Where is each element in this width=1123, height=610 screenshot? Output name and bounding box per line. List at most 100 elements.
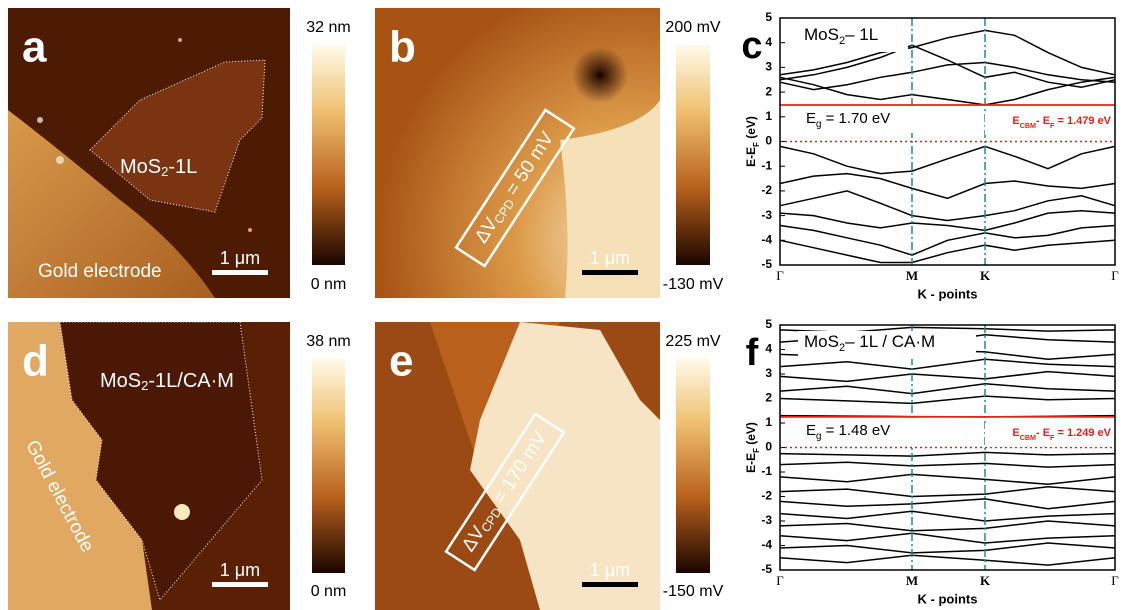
band [779,542,1116,554]
x-axis-label: K - points [918,286,978,301]
band [779,498,1116,510]
panel-letter: b [389,23,416,72]
x-tick-label: M [906,573,918,588]
band [779,29,1116,76]
text-part: 2 [141,378,148,393]
y-tick-label: 0 [765,440,772,454]
kpfm-image [375,322,660,610]
y-tick-label: 5 [765,10,772,24]
text-part: = 1.70 eV [821,110,890,127]
text-part: g [816,430,821,441]
x-tick-label: Γ [1111,573,1119,588]
text-part: E [1012,115,1019,127]
band [779,44,1116,88]
scale-bar-label: 1 μm [220,248,260,268]
y-tick-label: 1 [765,109,772,123]
text-part: MoS [120,156,161,178]
text-part: - E [1036,115,1050,127]
x-tick-label: K [980,268,991,283]
band [779,383,1116,395]
text-part: 2 [839,35,845,47]
afm-image [8,8,290,298]
text-part: E-E [744,453,758,473]
colorbar-min: 0 nm [311,583,347,600]
text-part: = 1.48 eV [821,422,890,439]
band [779,190,1116,222]
cpd-box [454,108,576,268]
y-tick-label: 3 [765,366,772,380]
text-part: 2 [839,342,845,354]
band [779,532,1116,544]
x-tick-label: Γ [776,268,784,283]
chart-title: MoS2– 1L / CA·M [804,332,935,353]
gap-bg [802,108,922,133]
cbm-bg [985,110,1113,135]
y-tick-label: 0 [765,134,772,148]
y-tick-label: -5 [761,257,772,271]
x-tick-label: Γ [1111,268,1119,283]
text-part: E [806,110,816,127]
panel-letter: e [389,337,413,386]
text-part: F [752,142,761,147]
scale-bar-label: 1 μm [590,560,630,580]
title-bg [798,331,976,359]
panel-letter: c [741,25,762,67]
band [779,145,1116,175]
y-tick-label: 1 [765,415,772,429]
y-tick-label: -3 [761,208,772,222]
scale-bar-label: 1 μm [220,560,260,580]
y-tick-label: -2 [761,489,772,503]
flake-label: MoS2-1L [120,156,197,179]
y-tick-label: 4 [765,35,772,49]
band [779,239,1116,264]
band [779,61,1116,91]
text-part: 2 [161,164,168,179]
scale-bar-label: 1 μm [590,248,630,268]
text-part: CBM [1020,122,1036,130]
text-part: MoS [100,370,141,392]
y-axis-label-group: E-EF (eV) [744,422,761,473]
substrate-label: Gold electrode [38,261,162,282]
y-tick-label: 3 [765,60,772,74]
text-part: F [752,448,761,453]
band [779,461,1116,468]
chart-title: MoS2– 1L [804,25,878,46]
x-tick-label: Γ [776,573,784,588]
y-axis-label-group: E-EF (eV) [744,116,761,167]
plot-frame [779,324,1116,571]
y-tick-label: -5 [761,562,772,576]
scale-bar [582,582,638,587]
flake-label: MoS2-1L/CA·M [100,370,234,393]
text-part: F [1050,434,1055,442]
y-tick-label: -1 [761,464,772,478]
band [779,172,1116,200]
y-tick-label: -4 [761,538,772,552]
y-tick-label: -4 [761,232,772,246]
band [779,485,1116,498]
text-part: CBM [1020,434,1036,442]
text-part: (eV) [744,422,758,448]
x-tick-label: K [980,573,991,588]
cbm-bg [985,422,1113,447]
band [779,224,1116,256]
x-axis-label: K - points [918,591,978,606]
text-part: F [1050,122,1055,130]
text-part: = 1.479 eV [1054,115,1111,127]
band [779,358,1116,370]
title-bg [798,24,908,52]
band [779,510,1116,522]
band [779,451,1116,457]
text-part: - E [1036,427,1050,439]
text-part: (eV) [744,116,758,142]
band [779,554,1116,566]
text-part: -1L [168,156,197,178]
cbm-label: ECBM- EF = 1.479 eV [1012,115,1111,130]
y-axis-label: E-EF (eV) [744,422,761,473]
colorbars [312,45,710,573]
panel-letter: f [746,332,759,374]
y-tick-label: -2 [761,183,772,197]
afm-image [8,322,290,610]
gap-label: Eg = 1.48 eV [806,422,890,442]
colorbar-max: 32 nm [306,19,350,36]
